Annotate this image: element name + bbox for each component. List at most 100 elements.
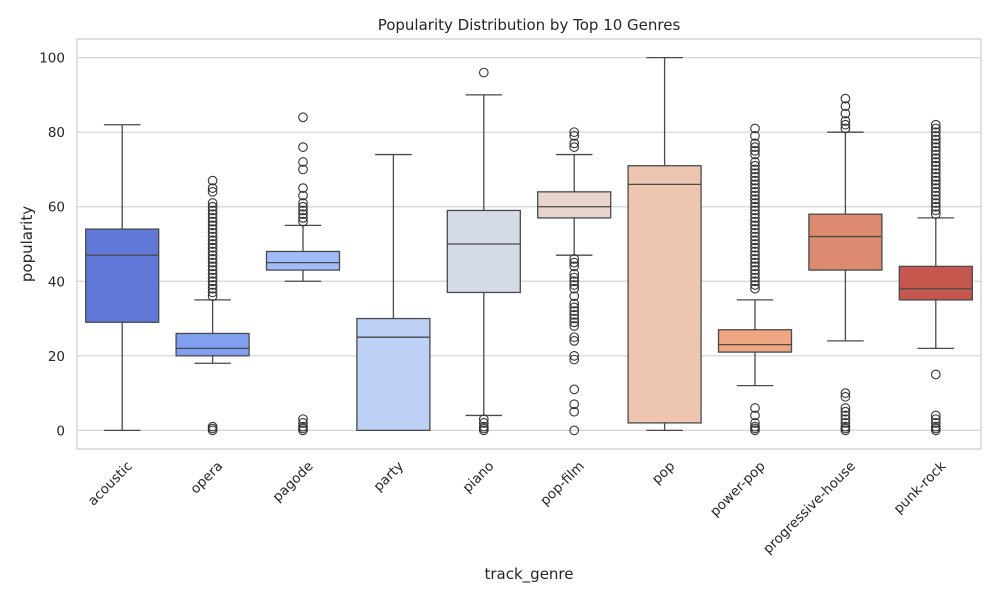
outlier-point — [207, 186, 218, 197]
outlier-point — [840, 406, 851, 417]
outlier-point — [750, 235, 760, 246]
y-tick-label: 20 — [48, 349, 65, 365]
x-tick-label: opera — [187, 458, 226, 497]
outlier-point — [750, 276, 760, 287]
outlier-point — [207, 239, 218, 249]
outlier-point — [207, 272, 218, 283]
outlier-point — [930, 168, 941, 179]
outlier-point — [930, 164, 941, 175]
outlier-point — [750, 239, 760, 249]
outlier-point — [207, 209, 218, 220]
outlier-point — [569, 280, 580, 290]
box-opera — [175, 175, 250, 436]
outlier-point — [930, 421, 941, 432]
boxes — [85, 56, 973, 436]
outlier-point — [750, 179, 760, 190]
outlier-point — [930, 198, 941, 208]
outlier-point — [750, 157, 760, 167]
x-tick-label: party — [370, 458, 407, 495]
outlier-point — [298, 418, 308, 428]
outlier-point — [750, 198, 760, 208]
box-power-pop — [717, 123, 793, 436]
outlier-point — [207, 224, 218, 234]
x-tick-label: punk-rock — [891, 458, 950, 517]
outlier-point — [478, 67, 489, 78]
outlier-point — [750, 265, 760, 275]
outlier-point — [569, 138, 580, 149]
outlier-point — [930, 190, 941, 201]
outlier-point — [298, 190, 308, 201]
outlier-point — [750, 410, 760, 421]
outlier-point — [207, 287, 218, 298]
outlier-point — [569, 354, 580, 365]
outlier-point — [930, 205, 941, 216]
outlier-point — [207, 246, 218, 257]
chart-title: Popularity Distribution by Top 10 Genres — [378, 16, 681, 34]
outlier-point — [750, 168, 760, 179]
outlier-point — [930, 179, 941, 190]
outlier-point — [207, 250, 218, 261]
outlier-point — [569, 291, 580, 302]
outlier-point — [750, 242, 760, 253]
outlier-point — [569, 399, 580, 410]
outlier-point — [750, 149, 760, 160]
outlier-point — [298, 142, 308, 152]
outlier-point — [840, 403, 851, 413]
box-punk-rock — [898, 119, 973, 436]
outlier-point — [569, 313, 580, 324]
outlier-point — [750, 205, 760, 216]
outlier-point — [569, 261, 580, 272]
outlier-point — [569, 298, 580, 309]
box-iqr — [265, 250, 341, 271]
outlier-point — [930, 186, 941, 197]
outlier-point — [840, 101, 851, 111]
outlier-point — [930, 414, 941, 425]
box-iqr — [175, 332, 250, 357]
outlier-point — [930, 172, 941, 182]
outlier-point — [569, 406, 580, 417]
outlier-point — [207, 291, 218, 302]
outlier-point — [930, 183, 941, 193]
outlier-point — [298, 201, 308, 212]
outlier-point — [930, 131, 941, 141]
outlier-point — [207, 268, 218, 279]
x-tick-label: progressive-house — [760, 458, 859, 557]
outlier-point — [840, 388, 851, 398]
box-pop — [627, 56, 702, 432]
box-acoustic — [85, 124, 160, 432]
outlier-point — [840, 119, 851, 130]
outlier-point — [569, 257, 580, 268]
outlier-point — [569, 350, 580, 361]
outlier-point — [750, 224, 760, 234]
outlier-point — [298, 209, 308, 220]
outlier-point — [298, 213, 308, 223]
outlier-point — [750, 280, 760, 290]
outlier-point — [569, 131, 580, 141]
outlier-point — [569, 384, 580, 395]
outlier-point — [840, 123, 851, 134]
box-party — [356, 153, 431, 432]
outlier-point — [750, 231, 760, 242]
plot-frame — [76, 38, 982, 450]
x-axis-label: track_genre — [485, 565, 574, 584]
outlier-point — [750, 186, 760, 197]
outlier-point — [569, 425, 580, 436]
outlier-point — [930, 145, 941, 156]
outlier-point — [478, 421, 489, 432]
outlier-point — [298, 421, 308, 432]
outlier-point — [207, 205, 218, 216]
outlier-point — [930, 410, 941, 421]
outlier-point — [840, 418, 851, 428]
x-tick-label: pagode — [270, 458, 317, 505]
outlier-point — [207, 231, 218, 242]
outlier-point — [930, 142, 941, 152]
outlier-point — [930, 201, 941, 212]
box-iqr — [356, 317, 431, 432]
outlier-point — [840, 414, 851, 425]
outlier-point — [750, 216, 760, 227]
outlier-point — [930, 369, 941, 380]
outlier-point — [207, 423, 218, 434]
outlier-point — [207, 175, 218, 186]
outlier-point — [750, 175, 760, 186]
box-iqr — [627, 165, 702, 424]
